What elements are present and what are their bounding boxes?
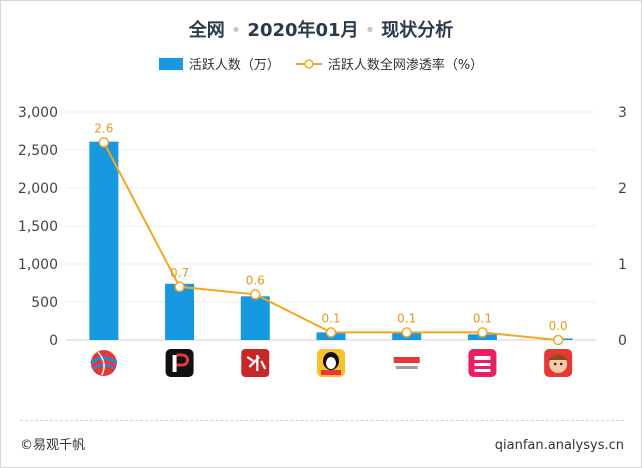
p-logo-icon[interactable]	[165, 349, 194, 377]
line-data-label: 0.6	[246, 273, 265, 287]
line-point[interactable]	[552, 334, 564, 346]
chart-title: 全网 • 2020年01月 • 现状分析	[0, 16, 642, 42]
title-separator-2: •	[364, 20, 376, 41]
footer-divider	[20, 420, 624, 421]
line-data-label: 0.1	[473, 311, 492, 325]
line-data-label: 0.7	[170, 266, 189, 280]
line-data-label: 2.6	[94, 121, 113, 135]
legend-bar-swatch	[158, 57, 183, 70]
line-point[interactable]	[325, 327, 337, 338]
leisu-icon[interactable]	[468, 349, 497, 377]
monkey-icon[interactable]	[544, 349, 573, 377]
title-part-2: 2020年01月	[247, 20, 359, 41]
globe-ball-icon[interactable]	[89, 350, 118, 376]
y-left-tick-label: 500	[31, 295, 58, 311]
legend-line-label: 活跃人数全网渗透率（%）	[327, 58, 484, 73]
y-left-tick-label: 2,000	[18, 181, 58, 197]
y-right-tick-label: 1	[618, 257, 627, 273]
penguin-icon[interactable]	[317, 349, 345, 377]
red-calligraphy-icon[interactable]	[241, 349, 270, 377]
bar[interactable]	[240, 296, 270, 340]
y-right-tick-label: 2	[618, 181, 627, 197]
footer-copyright: ©易观千帆	[20, 438, 86, 453]
zhibo-text-icon[interactable]	[392, 351, 421, 375]
y-left-tick-label: 0	[49, 333, 58, 349]
title-separator-1: •	[230, 20, 242, 41]
title-part-1: 全网	[188, 20, 225, 41]
line-point[interactable]	[401, 327, 412, 338]
legend-item-line[interactable]: 活跃人数全网渗透率（%）	[295, 54, 484, 73]
bar[interactable]	[165, 283, 195, 340]
line-data-label: 0.0	[549, 319, 568, 333]
legend-line-swatch	[295, 58, 322, 69]
line-point[interactable]	[98, 137, 110, 148]
legend-item-bar[interactable]: 活跃人数（万）	[158, 54, 280, 73]
line-point[interactable]	[174, 281, 185, 293]
y-right-tick-label: 3	[618, 105, 627, 121]
line-data-label: 0.1	[321, 311, 340, 325]
line-point[interactable]	[250, 289, 261, 300]
y-left-tick-label: 1,500	[18, 219, 58, 235]
y-left-tick-label: 3,000	[18, 105, 58, 121]
bar[interactable]	[89, 141, 119, 340]
legend-bar-label: 活跃人数（万）	[188, 58, 280, 73]
line-data-label: 0.1	[397, 311, 416, 325]
line-point[interactable]	[477, 327, 488, 338]
footer-url: qianfan.analysys.cn	[494, 438, 624, 453]
y-left-tick-label: 1,000	[18, 257, 58, 273]
y-right-tick-label: 0	[618, 333, 627, 349]
title-part-3: 现状分析	[381, 20, 454, 41]
y-left-tick-label: 2,500	[18, 143, 58, 159]
chart-legend: 活跃人数（万） 活跃人数全网渗透率（%）	[0, 54, 642, 73]
